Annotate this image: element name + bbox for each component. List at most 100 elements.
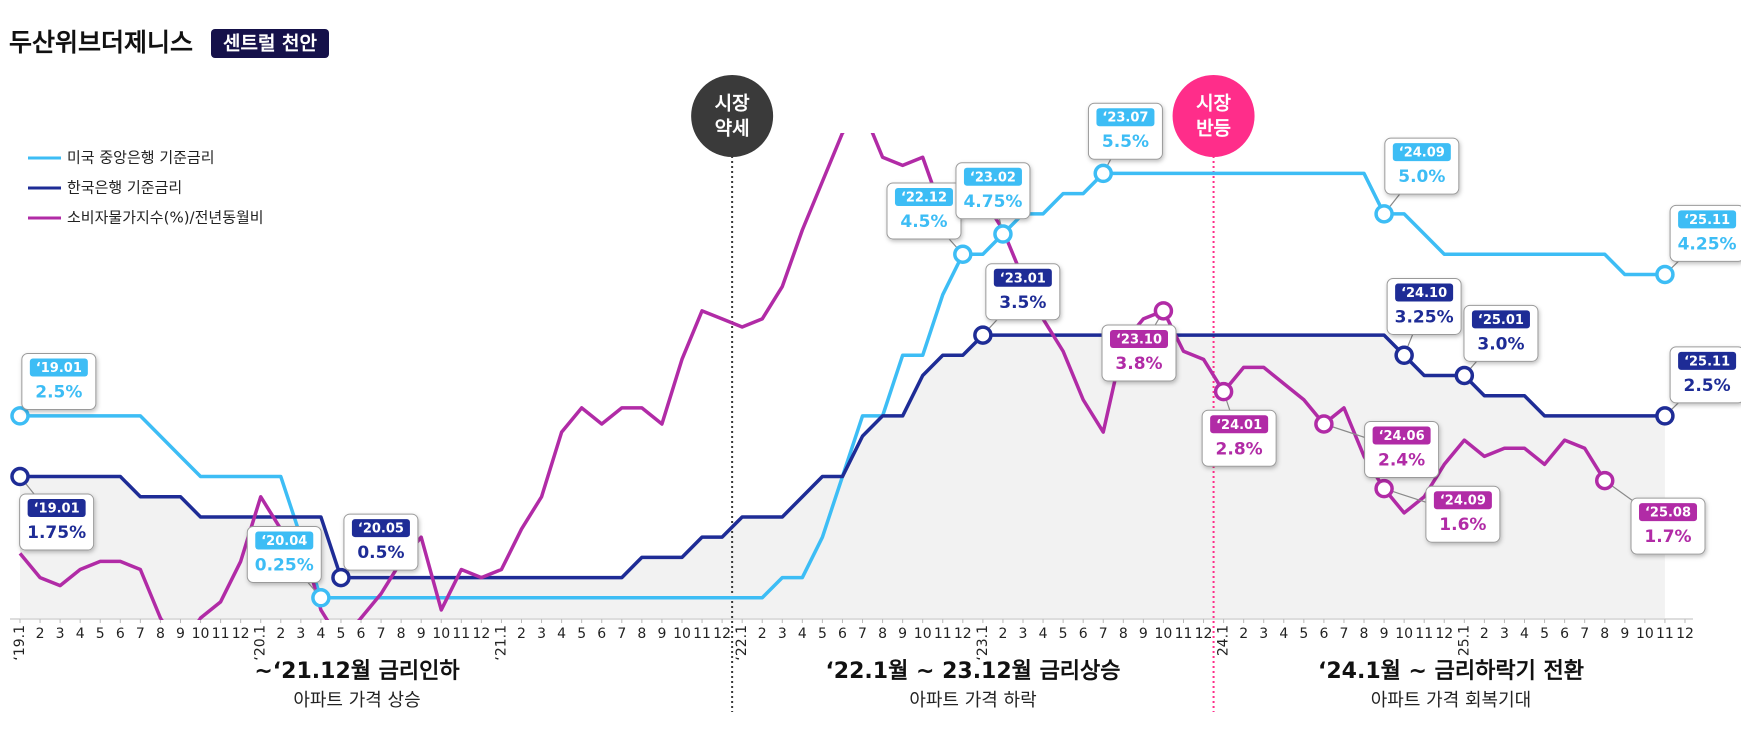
legend-label: 소비자물가지수(%)/전년동월비 — [67, 209, 264, 227]
x-tick-label: 2 — [1480, 626, 1489, 642]
callout-header — [963, 167, 1022, 186]
x-tick-label: 12 — [232, 626, 250, 642]
x-tick-label: 5 — [1540, 626, 1549, 642]
x-tick-label: 6 — [357, 626, 366, 642]
x-tick-label: 25.1 — [1456, 625, 1472, 656]
callout-header — [27, 499, 86, 518]
callout-date: ‘23.01 — [1000, 271, 1046, 286]
x-tick-label: 6 — [838, 626, 847, 642]
x-tick-label: 12 — [472, 626, 490, 642]
x-tick-label: 5 — [96, 626, 105, 642]
callout-header — [1678, 351, 1737, 370]
x-tick-label: 2 — [1239, 626, 1248, 642]
x-tick-label: 9 — [1139, 626, 1148, 642]
callout-date: ‘25.11 — [1684, 213, 1730, 228]
x-tick-label: 2 — [998, 626, 1007, 642]
point-marker — [10, 466, 30, 487]
point-marker — [1153, 301, 1174, 321]
x-tick-label: 6 — [116, 626, 125, 642]
data-label: 0.5% — [357, 543, 404, 563]
x-tick-label: 5 — [577, 626, 586, 642]
x-tick-label: 7 — [136, 626, 145, 642]
x-tick-label: 7 — [377, 626, 386, 642]
x-tick-label: 5 — [1059, 626, 1068, 642]
x-tick-label: 7 — [858, 626, 867, 642]
callout-header — [1110, 330, 1168, 349]
callout-date: ‘23.07 — [1102, 111, 1148, 126]
point-marker — [1655, 264, 1675, 285]
marker-label: 약세 — [715, 118, 750, 140]
point-marker — [1655, 406, 1675, 426]
x-tick-label: ‘19.1 — [12, 625, 28, 661]
data-label: 3.25% — [1395, 307, 1454, 327]
x-tick-label: 11 — [1415, 626, 1433, 642]
x-tick-label: 7 — [1580, 626, 1589, 642]
period-subtitle: 아파트 가격 하락 — [909, 690, 1036, 711]
callout-header — [1210, 415, 1269, 434]
data-label: 2.5% — [1684, 376, 1731, 396]
x-tick-label: 8 — [1360, 626, 1369, 642]
data-label: 4.25% — [1678, 234, 1737, 254]
callout-header — [993, 268, 1052, 287]
callout-date: ‘22.12 — [901, 190, 947, 205]
x-tick-label: 3 — [537, 626, 546, 642]
callout-date: ‘24.09 — [1440, 494, 1486, 509]
x-tick-label: 10 — [1636, 626, 1654, 642]
point-marker — [1454, 365, 1475, 386]
x-tick-label: 12 — [713, 626, 731, 642]
x-tick-label: 12 — [1435, 626, 1453, 642]
x-tick-label: 11 — [1656, 626, 1674, 642]
point-marker — [1374, 204, 1394, 224]
callout-header — [351, 519, 410, 538]
x-tick-label: 3 — [778, 626, 787, 642]
data-label: 1.6% — [1439, 515, 1486, 535]
callout-header — [1678, 210, 1737, 229]
x-tick-label: ‘23.1 — [975, 625, 991, 661]
marker-bubble — [1172, 75, 1255, 157]
point-marker — [1594, 470, 1615, 491]
callout-header — [894, 187, 953, 206]
x-tick-label: 4 — [76, 626, 85, 642]
x-tick-label: 9 — [1380, 626, 1389, 642]
x-tick-label: 12 — [1676, 626, 1694, 642]
x-tick-label: 3 — [1019, 626, 1028, 642]
point-marker — [1314, 414, 1334, 434]
x-tick-label: 8 — [637, 626, 646, 642]
x-tick-label: 6 — [597, 626, 606, 642]
callout-date: ‘25.01 — [1478, 313, 1524, 328]
x-tick-label: 6 — [1319, 626, 1328, 642]
x-tick-label: 4 — [1039, 626, 1048, 642]
callout-header — [1395, 283, 1454, 302]
callout-header — [1372, 426, 1431, 445]
x-tick-label: 8 — [397, 626, 406, 642]
data-label: 0.25% — [255, 556, 314, 576]
data-label: 1.7% — [1644, 527, 1691, 547]
x-tick-label: 12 — [954, 626, 972, 642]
period-subtitle: 아파트 가격 회복기대 — [1371, 690, 1531, 711]
data-label: 3.8% — [1115, 354, 1162, 374]
series-line — [20, 333, 1665, 580]
period-title: ~‘21.12월 금리인하 — [254, 659, 460, 684]
x-tick-label: 9 — [898, 626, 907, 642]
x-tick-label: 11 — [934, 626, 952, 642]
callout-header — [1471, 310, 1530, 329]
x-tick-label: 4 — [1520, 626, 1529, 642]
x-tick-label: 10 — [192, 626, 210, 642]
x-tick-label: 4 — [557, 626, 566, 642]
x-tick-label: 12 — [1195, 626, 1213, 642]
point-marker — [331, 567, 351, 588]
x-tick-label: 10 — [914, 626, 932, 642]
badge: 센트럴 천안 — [223, 33, 318, 55]
x-tick-label: 11 — [693, 626, 711, 642]
x-tick-label: ‘21.1 — [493, 625, 509, 661]
x-tick-label: 10 — [432, 626, 450, 642]
data-label: 3.0% — [1477, 334, 1524, 354]
background-layer: ‘19.1 2 3 4 5 6 7 8 9 10 11 12 ‘20.1 2 3 4 5 6 7 8 9 10 11 12 ‘2… — [10, 156, 1694, 712]
x-tick-label: 9 — [417, 626, 426, 642]
x-tick-label: ‘20.1 — [253, 625, 269, 661]
data-label: 5.5% — [1102, 132, 1149, 152]
x-tick-label: 10 — [673, 626, 691, 642]
x-tick-label: 11 — [1175, 626, 1193, 642]
x-tick-label: 8 — [156, 626, 165, 642]
